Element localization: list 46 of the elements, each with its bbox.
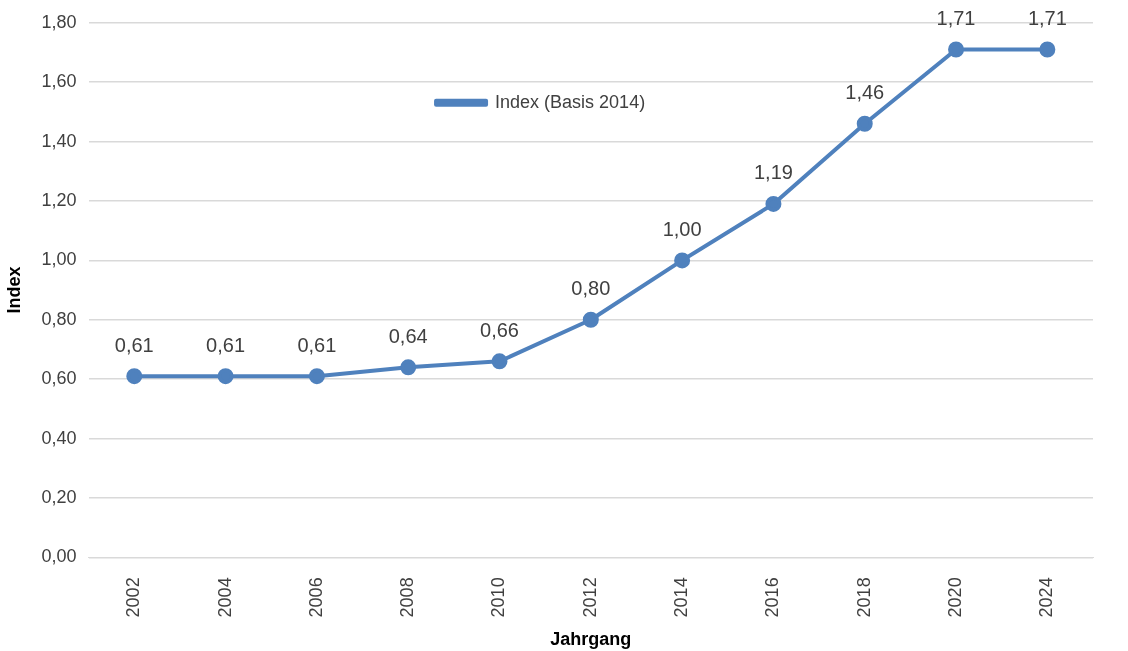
data-label: 0,66	[480, 318, 519, 341]
point	[491, 353, 508, 370]
point	[1039, 41, 1056, 58]
x-tick-label: 2006	[305, 577, 326, 618]
y-tick-label: 0,80	[41, 308, 77, 329]
x-tick-label: 2020	[945, 577, 966, 618]
data-label: 0,61	[206, 333, 246, 356]
data-label: 0,80	[571, 277, 611, 300]
x-tick-label: 2004	[214, 577, 235, 618]
x-tick-label: 2008	[397, 577, 418, 618]
point	[308, 368, 325, 385]
data-label: 1,19	[753, 161, 793, 184]
y-tick-label: 1,20	[41, 189, 77, 210]
legend-label: Index (Basis 2014)	[495, 91, 646, 112]
point	[856, 115, 873, 132]
y-tick-label: 1,40	[41, 130, 77, 151]
y-tick-label: 0,60	[41, 368, 77, 389]
data-label: 1,71	[1027, 7, 1067, 30]
data-label: 1,71	[936, 7, 976, 30]
x-tick-label: 2010	[488, 577, 509, 618]
data-label: 1,00	[662, 217, 702, 240]
x-tick-label: 2018	[853, 577, 874, 618]
x-axis-title: Jahrgang	[550, 629, 632, 650]
y-tick-label: 1,00	[41, 249, 77, 270]
x-tick-label: 2002	[123, 577, 144, 618]
point	[765, 195, 782, 212]
y-tick-label: 1,60	[41, 71, 77, 92]
y-tick-label: 1,80	[41, 11, 77, 32]
x-tick-label: 2012	[579, 577, 600, 618]
x-tick-label: 2016	[762, 577, 783, 618]
data-label: 1,46	[845, 81, 885, 104]
y-axis-title: Index	[3, 266, 24, 314]
data-label: 0,61	[114, 333, 154, 356]
point	[674, 252, 691, 269]
y-tick-label: 0,00	[41, 546, 77, 567]
x-tick-label: 2024	[1036, 577, 1057, 618]
point	[582, 311, 599, 328]
point	[217, 368, 234, 385]
point	[400, 359, 417, 376]
y-tick-label: 0,20	[41, 486, 77, 507]
point	[948, 41, 965, 58]
point	[126, 368, 143, 385]
y-tick-label: 0,40	[41, 427, 77, 448]
data-label: 0,64	[388, 324, 428, 347]
x-tick-label: 2014	[671, 577, 692, 618]
data-label: 0,61	[297, 333, 337, 356]
